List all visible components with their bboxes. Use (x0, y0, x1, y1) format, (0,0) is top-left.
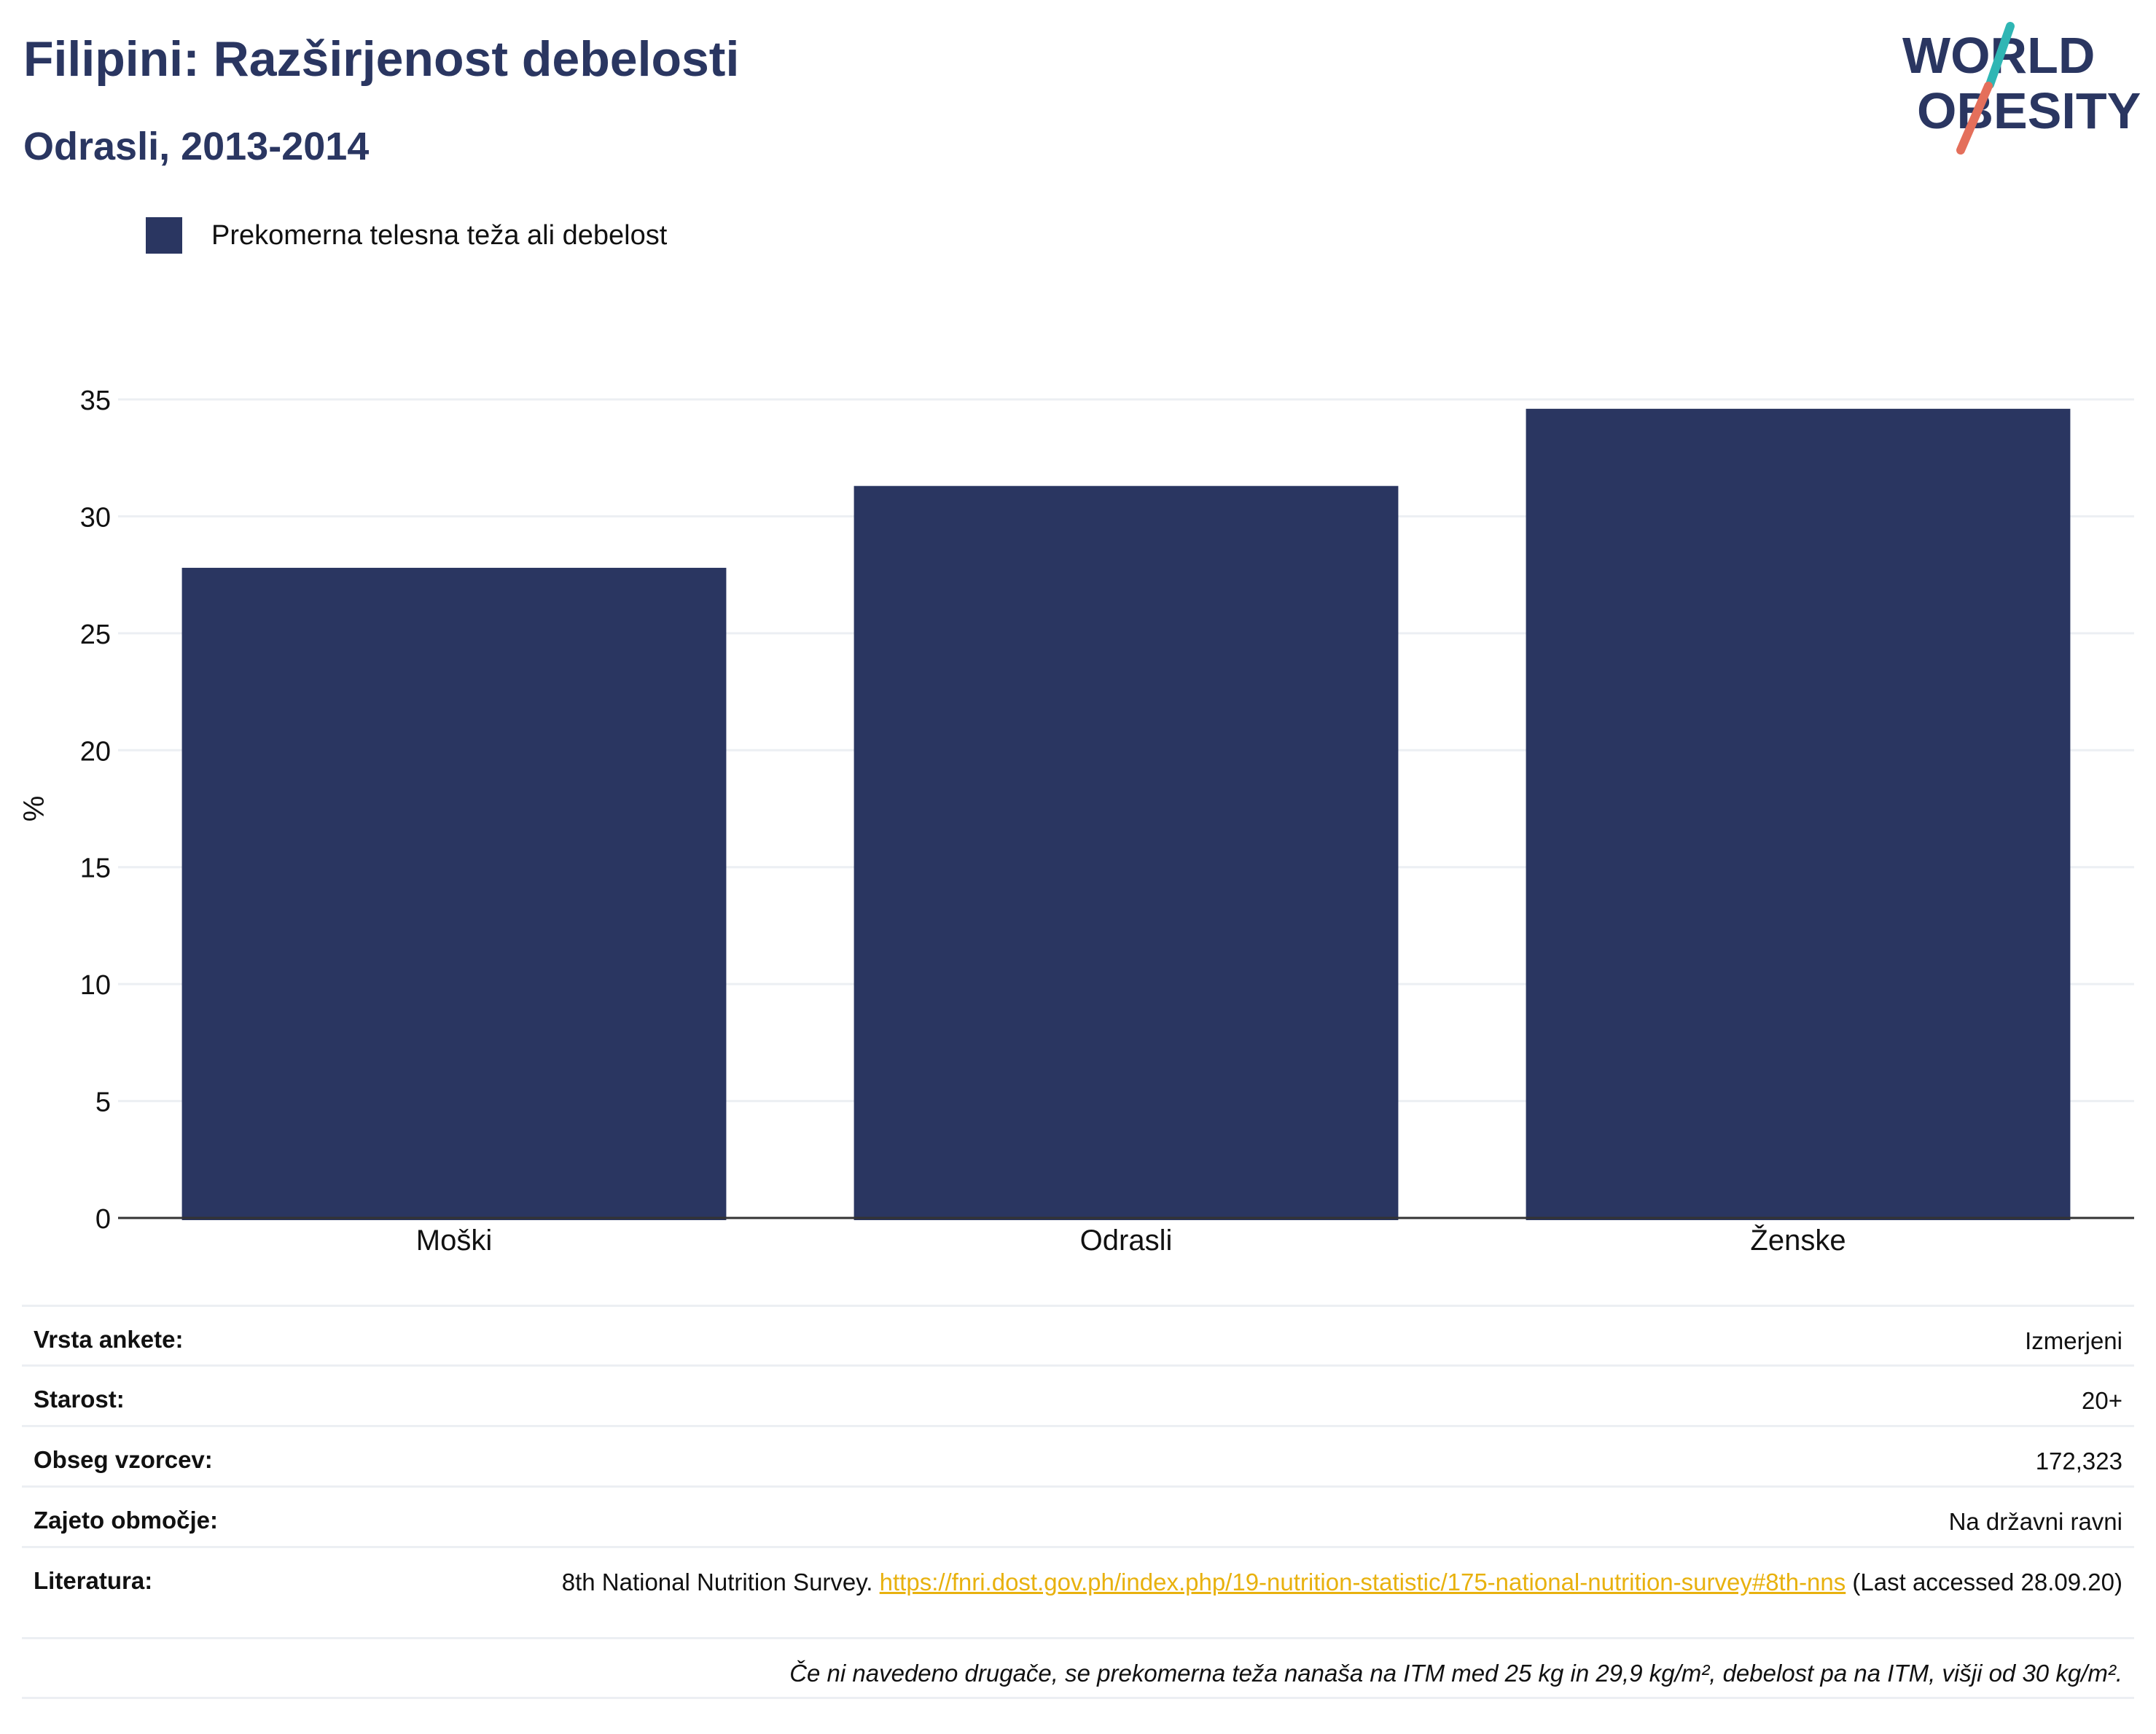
legend-swatch (146, 217, 182, 254)
y-tick-label: 20 (80, 736, 111, 767)
table-bottom-border (22, 1697, 2134, 1699)
y-tick-label: 0 (95, 1204, 111, 1235)
chart-subtitle: Odrasli, 2013-2014 (23, 125, 370, 168)
bar-chart: 0 5 10 15 20 25 30 35 Moški Odrasli Ženske % (18, 386, 2134, 1257)
references-value: 8th National Nutrition Survey. https://f… (562, 1567, 2122, 1598)
tick-labels: 0 5 10 15 20 25 30 35 Moški Odrasli Ženske (80, 386, 1846, 1257)
row-area: Zajeto območje: Na državni ravni (22, 1485, 2134, 1546)
chart-title: Filipini: Razširjenost debelosti (23, 31, 740, 87)
row-references: Literatura: 8th National Nutrition Surve… (22, 1546, 2134, 1637)
x-tick-label: Ženske (1750, 1224, 1846, 1257)
logo-word-obesity: OBESITY (1917, 82, 2141, 139)
bar-2[interactable] (854, 485, 1399, 1220)
x-tick-label: Odrasli (1080, 1225, 1173, 1257)
bar-1[interactable] (181, 568, 727, 1220)
bars (181, 408, 2071, 1221)
y-tick-label: 30 (80, 502, 111, 533)
legend[interactable]: Prekomerna telesna teža ali debelost (146, 217, 667, 254)
sample-size-label: Obseg vzorcev: (34, 1446, 213, 1473)
y-tick-label: 15 (80, 854, 111, 884)
age-label: Starost: (34, 1386, 125, 1413)
references-text: 8th National Nutrition Survey. (561, 1569, 880, 1596)
legend-label: Prekomerna telesna teža ali debelost (211, 219, 668, 251)
references-label: Literatura: (34, 1567, 153, 1594)
area-label: Zajeto območje: (34, 1507, 219, 1534)
logo-slash-coral (1956, 82, 1993, 155)
row-survey-type: Vrsta ankete: Izmerjeni (22, 1305, 2134, 1364)
row-sample-size: Obseg vzorcev: 172,323 (22, 1425, 2134, 1485)
survey-type-value: Izmerjeni (2025, 1327, 2122, 1354)
y-tick-label: 35 (80, 386, 111, 416)
age-value: 20+ (2082, 1387, 2122, 1414)
x-tick-label: Moški (416, 1225, 492, 1257)
world-obesity-logo: WORLD OBESITY (1902, 22, 2141, 155)
references-link[interactable]: https://fnri.dost.gov.ph/index.php/19-nu… (879, 1569, 1846, 1596)
survey-details-table: Vrsta ankete: Izmerjeni Starost: 20+ Obs… (22, 1305, 2134, 1699)
survey-type-label: Vrsta ankete: (34, 1326, 184, 1353)
area-value: Na državni ravni (1948, 1508, 2122, 1535)
y-tick-label: 10 (80, 970, 111, 1001)
sample-size-value: 172,323 (2035, 1448, 2122, 1475)
row-age: Starost: 20+ (22, 1364, 2134, 1425)
references-accessed: (Last accessed 28.09.20) (1846, 1569, 2122, 1596)
row-footnote: Če ni navedeno drugače, se prekomerna te… (22, 1637, 2134, 1697)
y-tick-label: 5 (95, 1087, 111, 1118)
y-axis-label: % (18, 796, 50, 822)
y-tick-label: 25 (80, 620, 111, 650)
bar-3[interactable] (1526, 408, 2071, 1221)
logo-slash-teal (1985, 22, 2015, 89)
footnote: Če ni navedeno drugače, se prekomerna te… (789, 1660, 2122, 1687)
